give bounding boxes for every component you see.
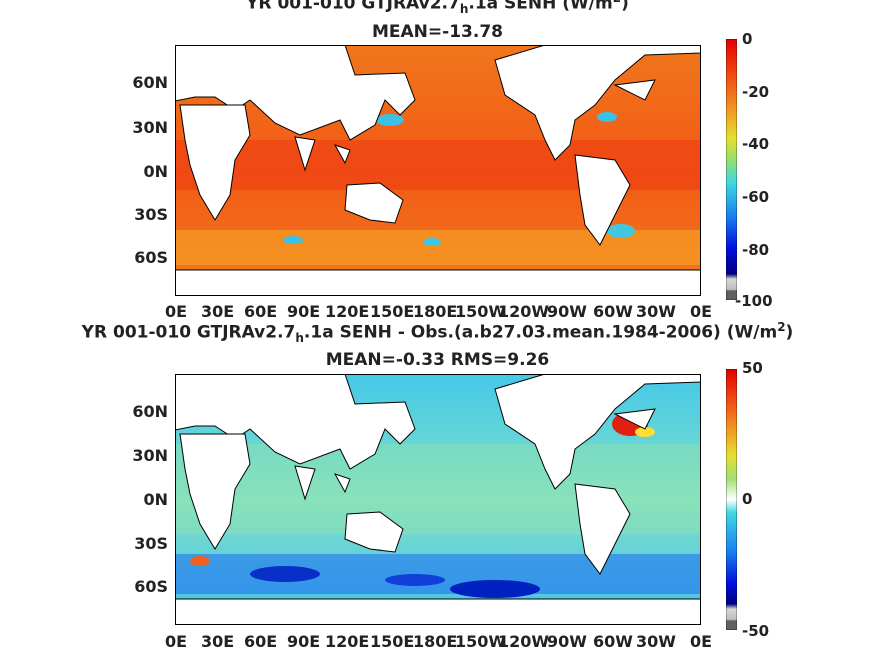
panel2-lat-30n: 30N — [132, 446, 168, 465]
panel2-stats: MEAN=-0.33 RMS=9.26 — [325, 350, 550, 370]
panel1-lon-9: 90W — [547, 302, 587, 321]
panel1-cb-tick-4: -80 — [742, 241, 770, 259]
panel2-cb-tick-1: 0 — [742, 490, 753, 508]
panel1-lat-60s: 60S — [134, 248, 168, 267]
panel1-stats: MEAN=-13.78 — [372, 22, 503, 42]
panel1-land — [175, 45, 701, 246]
panel2-lon-2: 60E — [244, 632, 278, 651]
panel1-lon-2: 60E — [244, 302, 278, 321]
panel1-lat-30n: 30N — [132, 118, 168, 137]
panel1-lon-4: 120E — [325, 302, 370, 321]
panel1-lon-3: 90E — [287, 302, 321, 321]
panel2-lat-60n: 60N — [132, 402, 168, 421]
panel1-title-end: ) — [621, 0, 629, 14]
panel2-title-rest: .1a SENH - Obs.(a.b27.03.mean.1984-2006)… — [303, 322, 778, 343]
panel1-cb-tick-1: -20 — [742, 83, 770, 101]
panel1-lon-10: 60W — [593, 302, 633, 321]
panel1-lat-60n: 60N — [132, 73, 168, 92]
panel2-lon-11: 30W — [636, 632, 676, 651]
panel2-title-sup: 2 — [777, 320, 786, 334]
panel1-title-rest: .1a SENH (W/m — [468, 0, 613, 14]
panel1-cb-tick-0: 0 — [742, 30, 753, 48]
panel2-title: YR 001-010 GTJRAv2.7h.1a SENH - Obs.(a.b… — [0, 320, 875, 345]
panel1-title-main: YR 001-010 GTJRAv2.7 — [246, 0, 460, 14]
panel2-lon-8: 120W — [498, 632, 550, 651]
panel1-cb-tick-2: -40 — [742, 135, 770, 153]
panel1-lat-0n: 0N — [143, 162, 168, 181]
panel2-colorbar — [726, 369, 737, 630]
panel1-lon-6: 180E — [413, 302, 458, 321]
panel1-lon-5: 150E — [370, 302, 415, 321]
panel2-cb-tick-0: 50 — [742, 359, 763, 377]
panel2-lon-1: 30E — [201, 632, 235, 651]
panel1-lon-8: 120W — [498, 302, 550, 321]
panel1-lon-12: 0E — [690, 302, 713, 321]
panel2-lon-10: 60W — [593, 632, 633, 651]
panel2-lon-0: 0E — [165, 632, 188, 651]
panel1-title-sub: h — [459, 2, 469, 17]
panel2-lat-60s: 60S — [134, 577, 168, 596]
panel2-title-sub: h — [295, 331, 304, 346]
panel2-lon-5: 150E — [370, 632, 415, 651]
panel2-land — [175, 374, 701, 575]
panel1-colorbar — [726, 39, 737, 300]
panel1-lon-11: 30W — [636, 302, 676, 321]
panel2-lon-3: 90E — [287, 632, 321, 651]
panel2-lon-12: 0E — [690, 632, 713, 651]
panel1-map — [175, 45, 701, 296]
panel2-lon-9: 90W — [547, 632, 587, 651]
panel2-lat-30s: 30S — [134, 534, 168, 553]
panel2-lon-4: 120E — [325, 632, 370, 651]
panel2-cb-tick-2: -50 — [742, 622, 770, 640]
panel1-cb-tick-3: -60 — [742, 188, 770, 206]
panel1-lat-30s: 30S — [134, 205, 168, 224]
panel2-lon-6: 180E — [413, 632, 458, 651]
panel2-lat-0n: 0N — [143, 490, 168, 509]
panel1-title: YR 001-010 GTJRAv2.7h.1a SENH (W/m2) — [0, 0, 875, 16]
panel1-title-sup: 2 — [613, 0, 621, 5]
panel1-lon-1: 30E — [201, 302, 235, 321]
panel1-lon-7: 150W — [455, 302, 507, 321]
panel2-title-main: YR 001-010 GTJRAv2.7 — [81, 322, 296, 343]
panel2-lon-7: 150W — [455, 632, 507, 651]
panel1-lon-0: 0E — [165, 302, 188, 321]
panel2-title-end: ) — [785, 322, 794, 343]
panel1-cb-tick-5: -100 — [735, 292, 773, 310]
panel2-map — [175, 374, 701, 625]
